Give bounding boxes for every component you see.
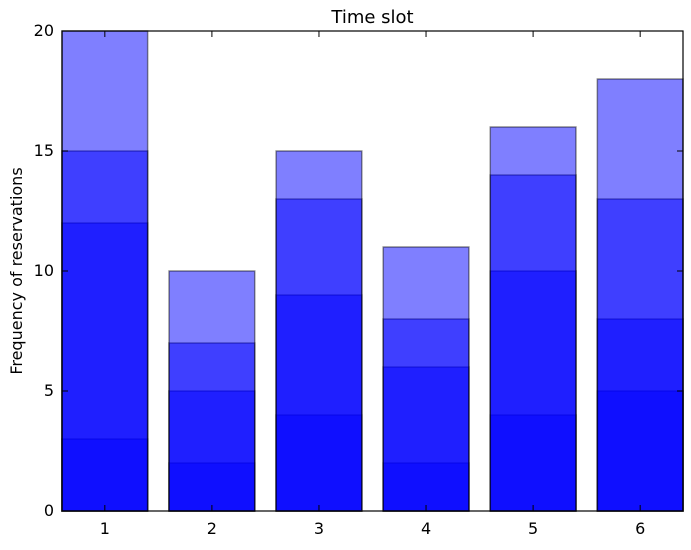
y-tick-label-5: 5 [44, 381, 54, 400]
x-tick-label-4: 4 [421, 519, 431, 538]
bars-group [61, 30, 684, 512]
axes-group: 0 5 10 15 20 1 2 3 4 5 6 [34, 21, 684, 538]
bar-4-layer-4 [382, 246, 470, 512]
x-tick-label-3: 3 [314, 519, 324, 538]
y-tick-label-20: 20 [34, 21, 54, 40]
bar-1-layer-4 [61, 30, 149, 512]
y-tick-label-15: 15 [34, 141, 54, 160]
x-tick-label-1: 1 [100, 519, 110, 538]
bar-5-layer-4 [489, 126, 577, 512]
bar-6-layer-4 [596, 78, 684, 512]
plot-frame [61, 30, 684, 512]
bar-3-layer-4 [275, 150, 363, 512]
x-tick-label-2: 2 [207, 519, 217, 538]
x-tick-label-5: 5 [528, 519, 538, 538]
y-tick-label-0: 0 [44, 501, 54, 520]
x-tick-label-6: 6 [635, 519, 645, 538]
y-tick-label-10: 10 [34, 261, 54, 280]
chart-title: Time slot [330, 7, 413, 28]
y-axis-label: Frequency of reservations [7, 167, 26, 374]
bar-2-layer-4 [168, 270, 256, 512]
